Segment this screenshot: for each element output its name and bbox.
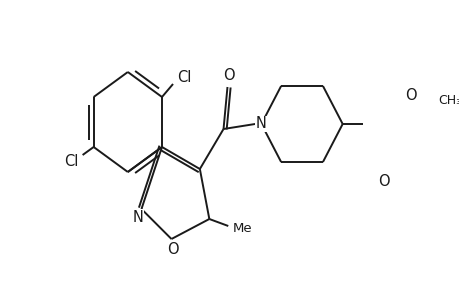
Text: Me: Me: [232, 223, 252, 236]
Text: Cl: Cl: [177, 70, 191, 85]
Text: CH₃: CH₃: [437, 94, 459, 107]
Text: N: N: [255, 116, 266, 131]
Text: O: O: [404, 88, 415, 104]
Text: O: O: [223, 68, 235, 82]
Text: O: O: [167, 242, 179, 256]
Text: Cl: Cl: [64, 154, 78, 169]
Text: O: O: [377, 173, 389, 188]
Text: N: N: [133, 209, 144, 224]
